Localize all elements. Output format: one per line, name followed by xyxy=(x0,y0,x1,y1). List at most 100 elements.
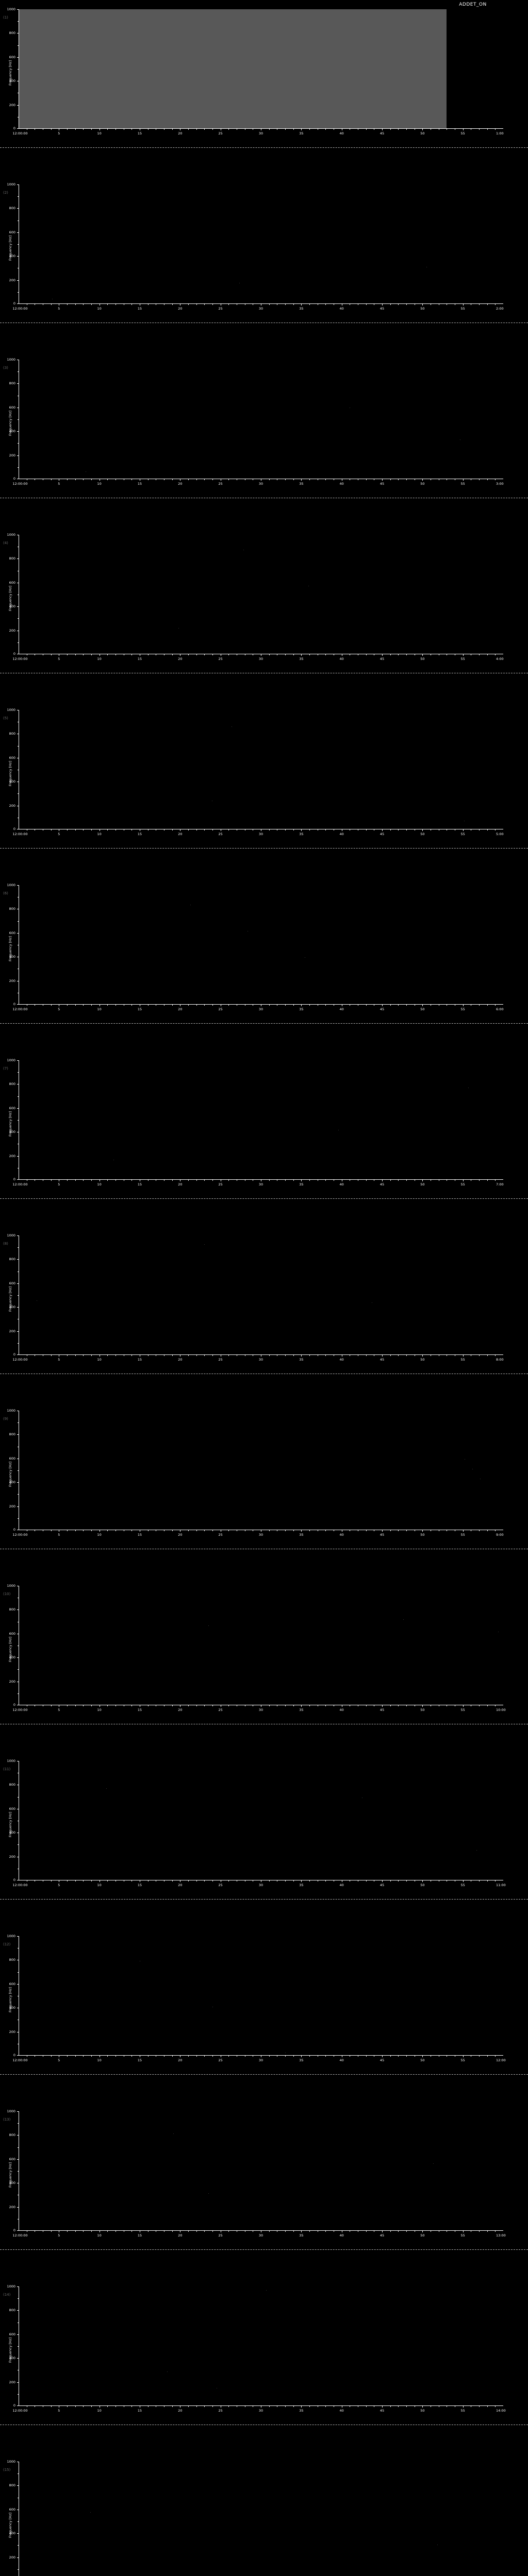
x-tick-mark-minor xyxy=(172,2056,173,2057)
x-tick-label: 30 xyxy=(258,2058,263,2062)
x-tick-label: 15 xyxy=(137,131,142,135)
axes-frame xyxy=(19,885,503,1005)
x-tick-mark-minor xyxy=(75,2231,76,2232)
axes-frame xyxy=(19,360,503,479)
x-tick-mark-minor xyxy=(83,1180,84,1181)
y-tick-label: 800 xyxy=(9,2133,15,2138)
x-tick-mark-minor xyxy=(406,1705,407,1706)
y-tick-mark xyxy=(17,1307,19,1308)
x-tick-mark-minor xyxy=(325,654,326,655)
x-tick-mark-minor xyxy=(75,1705,76,1706)
x-tick-mark-minor xyxy=(293,1005,294,1006)
x-axis-start-time-label: 12:00:00 xyxy=(12,482,28,486)
data-speck xyxy=(204,1244,205,1245)
x-tick-label: 10 xyxy=(97,1533,102,1537)
x-tick-label: 55 xyxy=(460,307,465,311)
data-span xyxy=(19,9,447,129)
x-tick-mark xyxy=(463,304,464,306)
x-tick-mark xyxy=(301,2406,302,2408)
y-tick-mark xyxy=(17,1179,19,1180)
x-tick-mark xyxy=(422,1880,423,1882)
x-tick-mark-minor xyxy=(83,2406,84,2407)
subplot-panel: 12:00:00 4:00 Frequency [Hz] (4) 0 200 400 600 8… xyxy=(0,533,528,710)
y-tick-mark xyxy=(17,1482,19,1483)
x-tick-mark-minor xyxy=(487,129,488,130)
y-tick-label: 200 xyxy=(9,103,15,107)
y-tick-mark-minor xyxy=(18,69,19,70)
x-tick-mark-minor xyxy=(269,1530,270,1531)
x-tick-mark-minor xyxy=(398,2056,399,2057)
x-tick-label: 15 xyxy=(137,1007,142,1011)
x-tick-label: 35 xyxy=(299,2409,304,2413)
panel-index-label: (8) xyxy=(3,1242,8,1246)
x-tick-mark xyxy=(422,479,423,481)
x-tick-label: 50 xyxy=(420,1358,425,1362)
x-tick-mark-minor xyxy=(325,1530,326,1531)
x-tick-mark-minor xyxy=(406,654,407,655)
x-axis-start-time-label: 12:00:00 xyxy=(12,832,28,836)
y-tick-mark-minor xyxy=(18,642,19,643)
x-tick-mark-minor xyxy=(83,479,84,480)
plot-area xyxy=(19,1936,503,2056)
x-tick-mark-minor xyxy=(204,1530,205,1531)
x-tick-label: 50 xyxy=(420,482,425,486)
x-tick-mark-minor xyxy=(172,1705,173,1706)
x-tick-label: 50 xyxy=(420,307,425,311)
plot-axes: 0 200 400 600 800 1000 5 10 15 20 25 30 35 40 45 50 55 xyxy=(7,1934,503,2062)
x-tick-mark-minor xyxy=(67,2056,68,2057)
x-tick-mark-minor xyxy=(172,2406,173,2407)
y-tick-label: 200 xyxy=(9,2555,15,2560)
y-tick-mark xyxy=(17,1609,19,1611)
x-tick-mark-minor xyxy=(390,2231,391,2232)
panel-index-label: (5) xyxy=(3,716,8,720)
y-tick-label: 0 xyxy=(13,1002,15,1006)
x-tick-mark-minor xyxy=(390,1180,391,1181)
x-tick-mark-minor xyxy=(269,1880,270,1882)
x-tick-mark-minor xyxy=(309,1355,310,1356)
x-tick-label: 25 xyxy=(218,1533,223,1537)
x-tick-mark xyxy=(382,1705,383,1707)
x-tick-label: 20 xyxy=(178,1007,183,1011)
plot-axes: 0 200 400 600 800 1000 5 10 15 20 25 30 35 40 45 50 55 xyxy=(7,708,503,836)
y-tick-mark-minor xyxy=(18,2171,19,2172)
x-tick-mark xyxy=(382,1530,383,1532)
y-tick-mark-minor xyxy=(18,1494,19,1495)
x-tick-mark-minor xyxy=(390,829,391,831)
subplot-panel: 12:00:00 11:00 Frequency [Hz] (11) 0 200 400 60… xyxy=(0,1759,528,1936)
y-tick-label: 600 xyxy=(9,1631,15,1636)
y-tick-label: 400 xyxy=(9,2181,15,2185)
y-tick-label: 600 xyxy=(9,930,15,935)
x-tick-mark-minor xyxy=(188,829,189,831)
y-tick-label: 600 xyxy=(9,2507,15,2512)
x-tick-mark-minor xyxy=(91,1005,92,1006)
x-tick-mark-minor xyxy=(269,2406,270,2407)
x-tick-mark-minor xyxy=(398,1005,399,1006)
x-tick-label: 15 xyxy=(137,307,142,311)
x-tick-label: 55 xyxy=(460,832,465,836)
x-tick-mark-minor xyxy=(325,2406,326,2407)
panel-index-label: (15) xyxy=(3,2468,11,2472)
y-tick-label: 400 xyxy=(9,254,15,259)
x-tick-mark-minor xyxy=(196,129,197,130)
x-tick-mark-minor xyxy=(67,1180,68,1181)
x-tick-mark-minor xyxy=(196,304,197,305)
x-axis-end-time-label: 13:00 xyxy=(496,2233,506,2238)
y-tick-mark-minor xyxy=(18,1518,19,1519)
x-tick-mark-minor xyxy=(204,1705,205,1706)
x-tick-mark-minor xyxy=(269,304,270,305)
x-tick-mark-minor xyxy=(107,1530,108,1531)
x-tick-mark-minor xyxy=(91,129,92,130)
x-tick-label: 45 xyxy=(380,131,385,135)
x-tick-label: 50 xyxy=(420,832,425,836)
x-tick-label: 55 xyxy=(460,1007,465,1011)
x-axis-start-time-label: 12:00:00 xyxy=(12,1182,28,1187)
x-tick-label: 25 xyxy=(218,1708,223,1712)
x-tick-mark-minor xyxy=(479,1180,480,1181)
y-tick-label: 200 xyxy=(9,1854,15,1859)
x-tick-mark-minor xyxy=(293,2231,294,2232)
x-tick-mark-minor xyxy=(67,479,68,480)
x-tick-label: 30 xyxy=(258,1358,263,1362)
x-tick-label: 5 xyxy=(58,1358,60,1362)
x-tick-label: 15 xyxy=(137,832,142,836)
x-tick-mark-minor xyxy=(487,1880,488,1882)
